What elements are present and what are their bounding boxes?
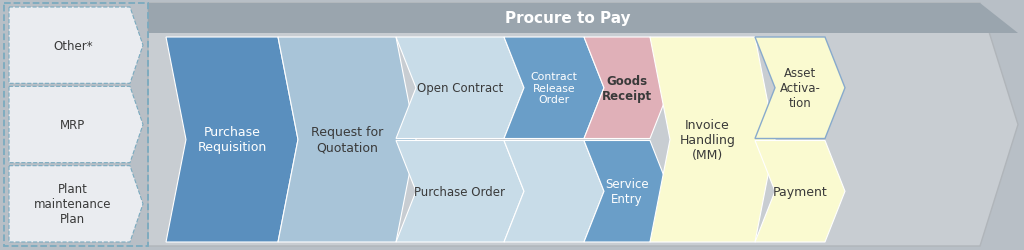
Text: Asset
Activa-
tion: Asset Activa- tion	[779, 67, 820, 110]
Polygon shape	[584, 141, 670, 242]
Text: Purchase Order: Purchase Order	[415, 185, 506, 198]
Text: Contract
Release
Order: Contract Release Order	[530, 72, 578, 105]
Polygon shape	[396, 38, 524, 139]
Polygon shape	[755, 38, 845, 139]
Polygon shape	[166, 38, 298, 242]
Polygon shape	[278, 38, 416, 242]
Bar	[4, 4, 148, 246]
Polygon shape	[584, 38, 670, 139]
Polygon shape	[504, 38, 604, 139]
Text: Goods
Receipt: Goods Receipt	[602, 74, 652, 102]
Polygon shape	[504, 141, 604, 242]
Polygon shape	[9, 166, 143, 242]
Text: MRP: MRP	[60, 118, 85, 132]
Polygon shape	[650, 38, 775, 242]
Text: Procure to Pay: Procure to Pay	[505, 12, 631, 26]
Polygon shape	[9, 8, 143, 84]
Text: Purchase
Requisition: Purchase Requisition	[198, 126, 266, 154]
Polygon shape	[755, 141, 845, 242]
Text: Plant
maintenance
Plan: Plant maintenance Plan	[34, 182, 112, 226]
Polygon shape	[148, 4, 1018, 246]
Text: Open Contract: Open Contract	[417, 82, 503, 95]
Text: Service
Entry: Service Entry	[605, 178, 649, 206]
Polygon shape	[980, 4, 1018, 34]
Text: Other*: Other*	[53, 40, 92, 52]
Polygon shape	[9, 87, 143, 163]
Polygon shape	[148, 4, 980, 34]
Polygon shape	[396, 141, 524, 242]
Text: Payment: Payment	[773, 185, 827, 198]
Text: Request for
Quotation: Request for Quotation	[311, 126, 383, 154]
Text: Invoice
Handling
(MM): Invoice Handling (MM)	[680, 118, 735, 161]
